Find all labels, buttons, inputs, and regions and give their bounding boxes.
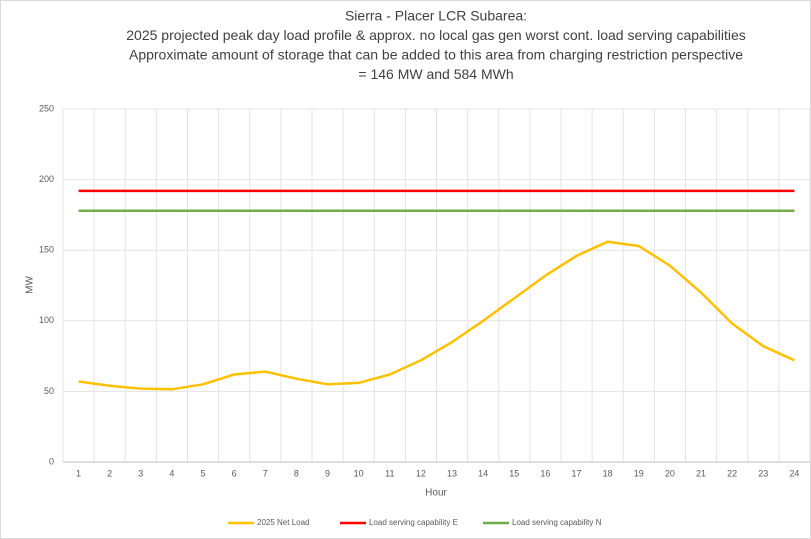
x-tick-label: 10 [354,468,364,478]
legend-label: Load serving capability N [512,518,602,527]
x-tick-label: 1 [76,468,81,478]
chart-title: = 146 MW and 584 MWh [358,66,513,82]
x-tick-label: 9 [325,468,330,478]
x-tick-label: 22 [727,468,737,478]
x-tick-label: 12 [416,468,426,478]
x-tick-label: 8 [294,468,299,478]
y-tick-label: 100 [39,315,54,325]
x-tick-label: 15 [509,468,519,478]
x-tick-label: 18 [603,468,613,478]
y-tick-label: 50 [44,386,54,396]
x-tick-label: 13 [447,468,457,478]
x-tick-label: 19 [634,468,644,478]
x-tick-label: 7 [263,468,268,478]
x-tick-label: 23 [758,468,768,478]
x-tick-label: 4 [169,468,174,478]
y-tick-label: 0 [49,456,54,466]
x-tick-label: 24 [789,468,799,478]
y-tick-label: 250 [39,103,54,113]
legend-label: Load serving capability E [369,518,458,527]
x-axis-label: Hour [425,488,447,499]
y-tick-label: 200 [39,174,54,184]
x-tick-label: 6 [232,468,237,478]
x-tick-label: 21 [696,468,706,478]
chart-title: 2025 projected peak day load profile & a… [126,27,746,43]
chart-title: Sierra - Placer LCR Subarea: [345,8,527,24]
x-tick-label: 2 [107,468,112,478]
legend-label: 2025 Net Load [257,518,310,527]
x-tick-label: 3 [138,468,143,478]
y-axis-label: MW [25,276,36,294]
x-tick-label: 17 [572,468,582,478]
x-tick-label: 11 [385,468,394,478]
y-tick-label: 150 [39,245,54,255]
chart-title: Approximate amount of storage that can b… [129,47,743,63]
x-tick-label: 14 [478,468,488,478]
x-tick-label: 16 [540,468,550,478]
x-tick-label: 5 [201,468,206,478]
series-line [78,240,795,391]
x-tick-label: 20 [665,468,675,478]
